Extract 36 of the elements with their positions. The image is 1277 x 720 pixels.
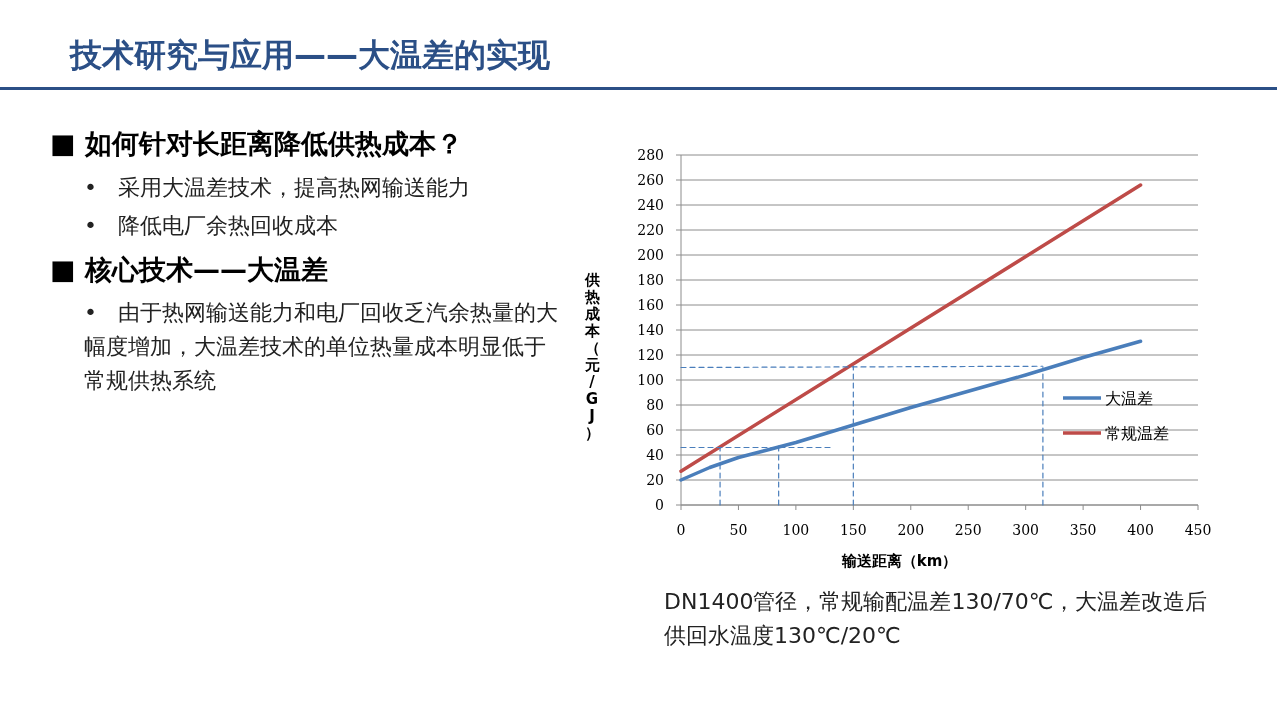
x-tick-label: 450 [1184, 522, 1212, 538]
x-tick-label: 400 [1127, 522, 1154, 538]
y-tick-label: 220 [637, 222, 664, 238]
text: • 降低电厂余热回收成本 [84, 212, 338, 240]
text: • 采用大温差技术，提高热网输送能力 [84, 174, 470, 202]
y-tick-label: 80 [646, 397, 664, 413]
x-tick-label: 350 [1069, 522, 1097, 538]
y-tick-label: 0 [655, 497, 664, 513]
y-tick-label: 240 [637, 197, 664, 213]
legend-label: 常规温差 [1105, 424, 1169, 443]
y-tick-label: 140 [637, 322, 664, 338]
x-tick-label: 300 [1012, 522, 1040, 538]
y-tick-label: 200 [637, 247, 664, 263]
x-tick-label: 100 [782, 522, 810, 538]
y-tick-label: 20 [646, 472, 664, 488]
y-tick-label: 180 [637, 272, 664, 288]
x-tick-label: 200 [897, 522, 925, 538]
text: 供热成本（元/GJ） [584, 271, 600, 442]
x-tick-label: 50 [729, 522, 748, 538]
x-tick-label: 150 [839, 522, 867, 538]
text: ■ 核心技术——大温差 [50, 253, 328, 287]
y-tick-label: 40 [646, 447, 664, 463]
x-tick-label: 0 [676, 522, 686, 538]
y-tick-label: 60 [646, 422, 664, 438]
y-tick-label: 280 [637, 147, 664, 163]
text: • 由于热网输送能力和电厂回收乏汽余热量的大幅度增加，大温差技术的单位热量成本明显低于常规供热系统 [84, 299, 559, 395]
text: DN1400管径，常规输配温差130/70℃，大温差改造后供回水温度130℃/20℃ [664, 588, 1209, 650]
y-tick-label: 120 [637, 347, 664, 363]
text: 技术研究与应用——大温差的实现 [70, 35, 550, 76]
y-tick-label: 160 [637, 297, 664, 313]
y-tick-label: 260 [637, 172, 664, 188]
y-tick-label: 100 [637, 372, 664, 388]
legend-label: 大温差 [1105, 389, 1153, 408]
x-axis-title: 输送距离（km） [840, 552, 958, 570]
x-tick-label: 250 [954, 522, 982, 538]
text: ■ 如何针对长距离降低供热成本？ [50, 127, 463, 161]
